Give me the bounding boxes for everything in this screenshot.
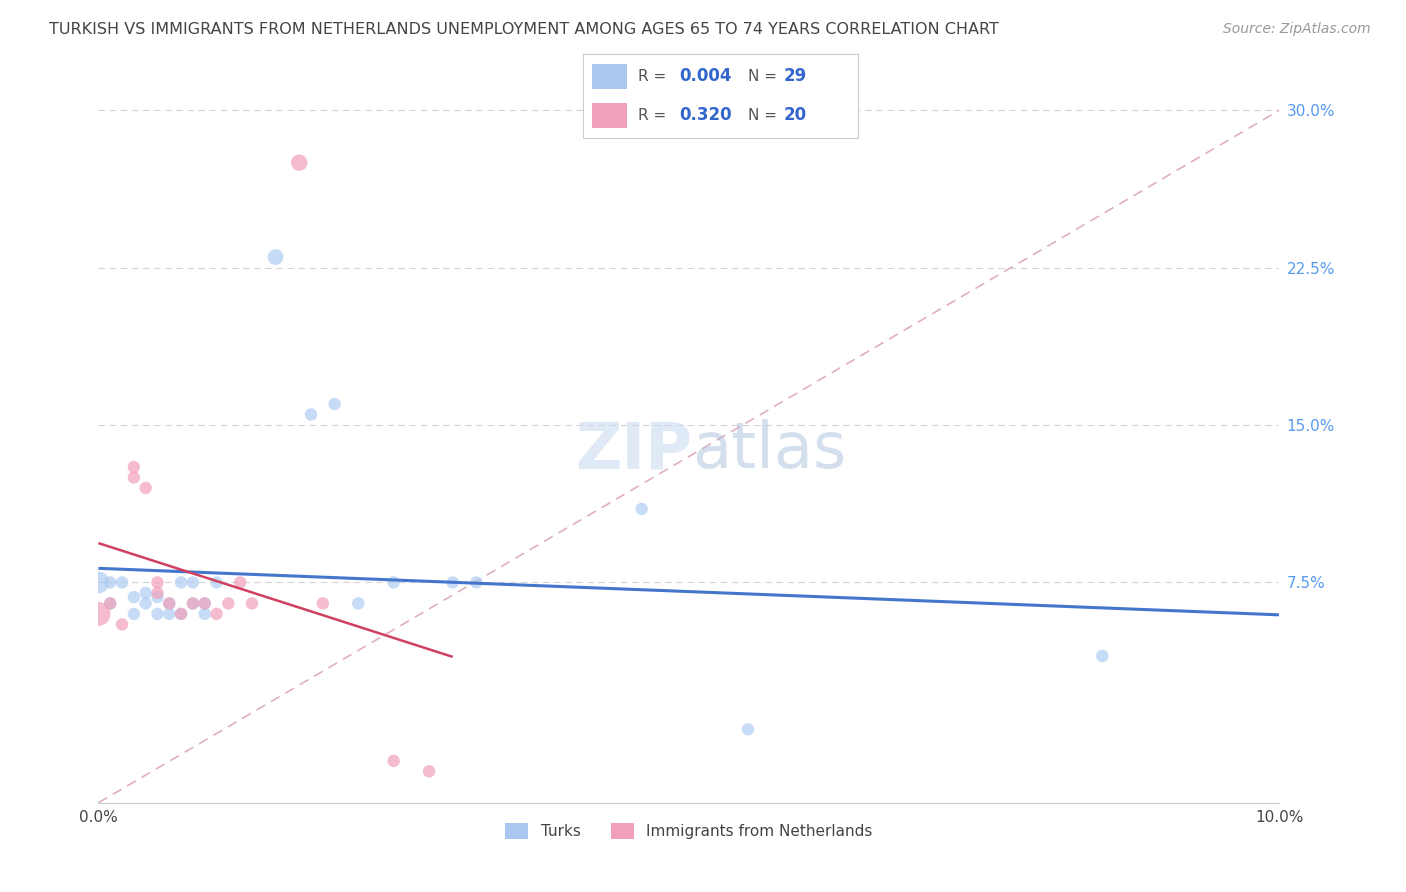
Point <box>87 607 110 621</box>
Legend: Turks, Immigrants from Netherlands: Turks, Immigrants from Netherlands <box>499 817 879 845</box>
Point <box>157 596 180 610</box>
Point <box>135 481 157 495</box>
Point <box>288 155 311 169</box>
Point <box>737 723 759 737</box>
Point <box>146 590 169 604</box>
Point <box>98 596 121 610</box>
Point <box>122 607 145 621</box>
Point <box>122 590 145 604</box>
Text: 20: 20 <box>783 106 807 124</box>
Point <box>240 596 263 610</box>
Point <box>630 502 652 516</box>
Point <box>441 575 464 590</box>
Point <box>181 575 204 590</box>
Point <box>181 596 204 610</box>
Point <box>194 607 217 621</box>
Text: N =: N = <box>748 69 782 84</box>
Point <box>170 607 193 621</box>
Point <box>170 575 193 590</box>
Point <box>299 408 322 422</box>
Point <box>98 596 121 610</box>
Point <box>146 575 169 590</box>
Point <box>122 460 145 475</box>
Point <box>465 575 488 590</box>
Text: 0.320: 0.320 <box>679 106 733 124</box>
Bar <box>592 63 627 89</box>
Point <box>87 575 110 590</box>
Text: Source: ZipAtlas.com: Source: ZipAtlas.com <box>1223 22 1371 37</box>
Point <box>111 617 134 632</box>
Point <box>1091 648 1114 663</box>
Bar <box>592 103 627 128</box>
Point <box>418 764 440 779</box>
Point <box>111 575 134 590</box>
Point <box>229 575 252 590</box>
Point <box>205 575 228 590</box>
Point <box>194 596 217 610</box>
Text: 29: 29 <box>783 68 807 86</box>
Point <box>98 575 121 590</box>
Point <box>382 575 405 590</box>
Point <box>194 596 217 610</box>
Text: N =: N = <box>748 108 782 123</box>
Text: atlas: atlas <box>692 419 846 482</box>
Point <box>181 596 204 610</box>
Point <box>135 586 157 600</box>
Point <box>312 596 335 610</box>
Text: R =: R = <box>638 69 672 84</box>
Text: 0.004: 0.004 <box>679 68 733 86</box>
Point <box>170 607 193 621</box>
Point <box>217 596 239 610</box>
Point <box>157 607 180 621</box>
Point <box>146 586 169 600</box>
Point <box>264 250 287 264</box>
Point <box>146 607 169 621</box>
Point <box>122 470 145 484</box>
Text: R =: R = <box>638 108 672 123</box>
Point <box>205 607 228 621</box>
Text: TURKISH VS IMMIGRANTS FROM NETHERLANDS UNEMPLOYMENT AMONG AGES 65 TO 74 YEARS CO: TURKISH VS IMMIGRANTS FROM NETHERLANDS U… <box>49 22 1000 37</box>
Point <box>347 596 370 610</box>
Point <box>323 397 346 411</box>
Point <box>382 754 405 768</box>
Point <box>135 596 157 610</box>
Point <box>157 596 180 610</box>
Text: ZIP: ZIP <box>575 419 692 482</box>
